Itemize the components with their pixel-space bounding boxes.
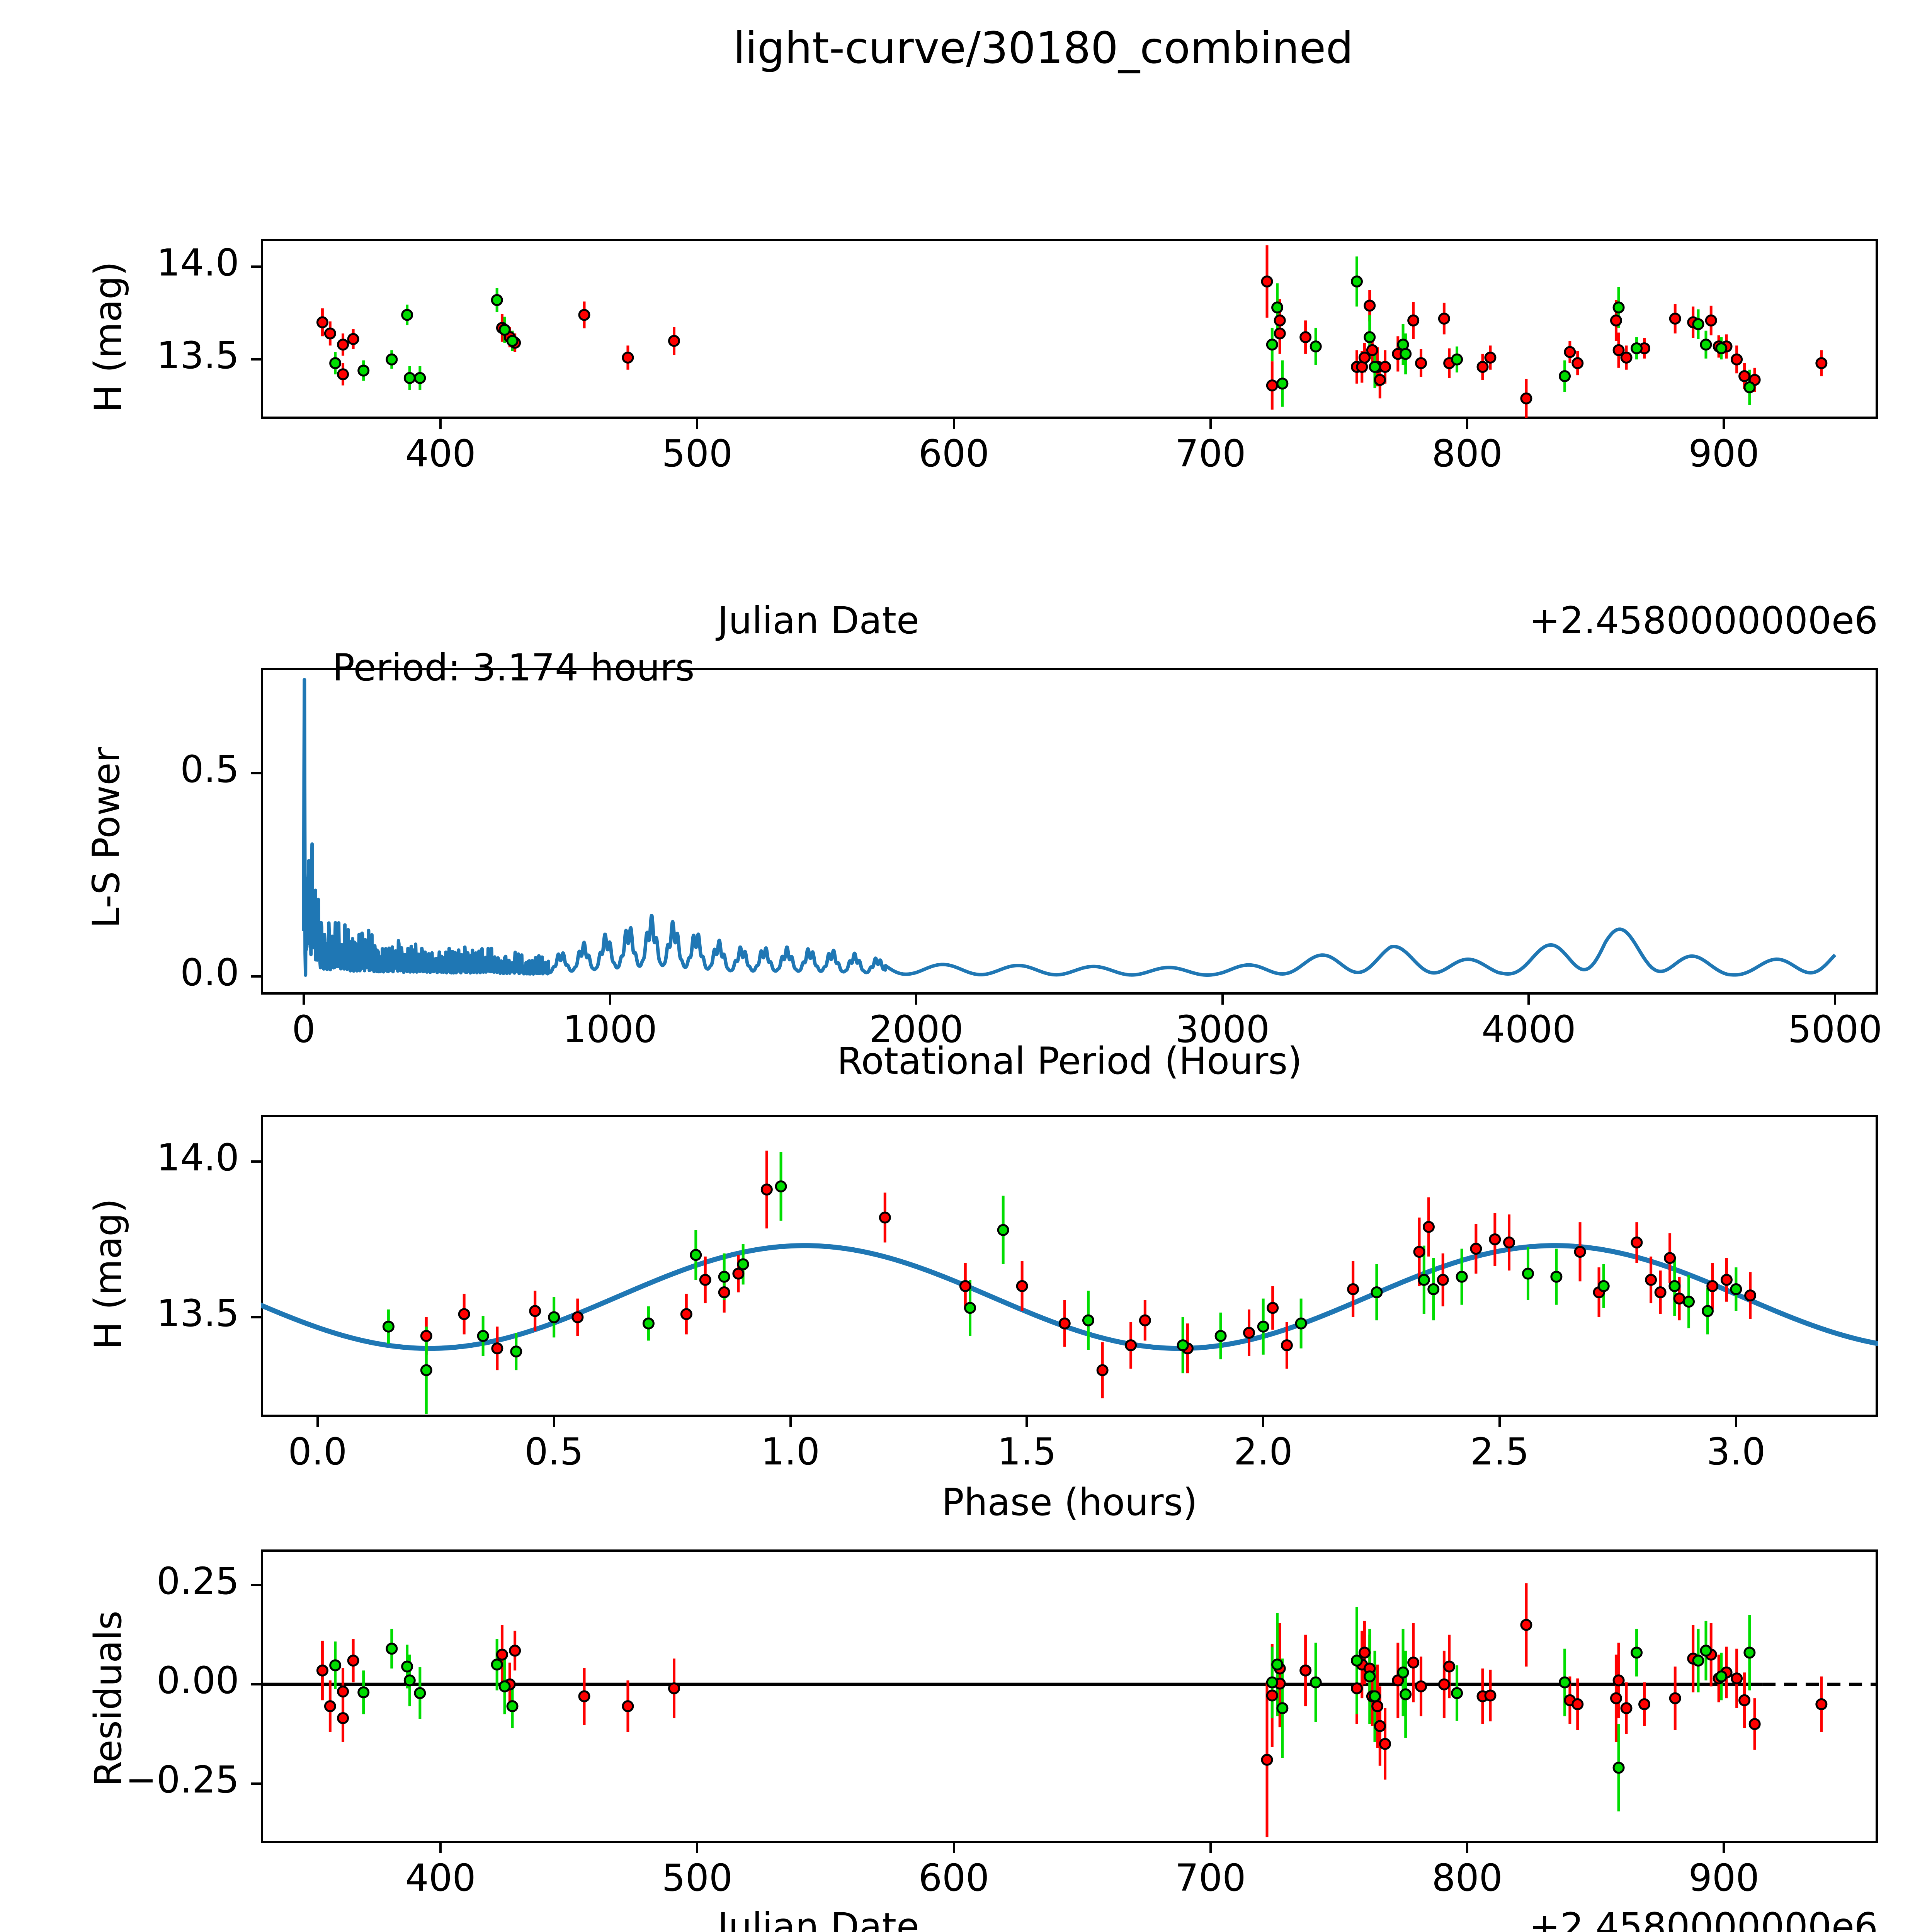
x-tick-mark xyxy=(1026,1417,1028,1427)
x-tick-mark xyxy=(696,1843,699,1853)
plot-area-light-curve xyxy=(316,245,1828,418)
x-tick-label: 3000 xyxy=(1175,1008,1270,1051)
x-tick-mark xyxy=(1723,1843,1725,1853)
panel-periodogram xyxy=(261,668,1878,995)
x-tick-mark xyxy=(1834,995,1837,1005)
x-tick-mark xyxy=(1527,995,1530,1005)
y-tick-mark xyxy=(251,265,261,268)
x-axis-label-phase-folded: Phase (hours) xyxy=(942,1481,1197,1524)
y-tick-mark xyxy=(251,975,261,978)
x-tick-label: 1000 xyxy=(563,1008,657,1051)
y-tick-mark xyxy=(251,358,261,361)
plot-area-periodogram xyxy=(302,678,1837,977)
plot-area-residuals xyxy=(261,1583,1878,1837)
x-tick-mark xyxy=(1735,1417,1737,1427)
x-tick-mark xyxy=(915,995,918,1005)
x-tick-label: 900 xyxy=(1688,432,1760,475)
x-tick-label: 4000 xyxy=(1481,1008,1576,1051)
x-tick-mark xyxy=(609,995,611,1005)
x-tick-label: 2.0 xyxy=(1233,1430,1293,1473)
x-tick-label: 1.0 xyxy=(761,1430,820,1473)
x-tick-label: 800 xyxy=(1432,1856,1503,1900)
panel-light-curve xyxy=(261,239,1878,419)
y-tick-label: 14.0 xyxy=(156,241,239,285)
y-tick-label: −0.25 xyxy=(125,1758,239,1801)
x-tick-label: 2000 xyxy=(869,1008,964,1051)
x-tick-label: 500 xyxy=(662,432,733,475)
x-tick-mark xyxy=(1723,419,1725,429)
x-axis-label-periodogram: Rotational Period (Hours) xyxy=(837,1039,1302,1083)
x-tick-mark xyxy=(316,1417,319,1427)
x-tick-label: 0 xyxy=(292,1008,316,1051)
x-tick-mark xyxy=(696,419,699,429)
x-axis-label-residuals: Julian Date xyxy=(717,1905,920,1932)
x-tick-mark xyxy=(1209,1843,1212,1853)
x-tick-mark xyxy=(1466,419,1469,429)
x-tick-mark xyxy=(439,419,442,429)
x-tick-mark xyxy=(952,1843,955,1853)
x-tick-label: 400 xyxy=(405,1856,476,1900)
x-tick-mark xyxy=(1262,1417,1265,1427)
x-tick-mark xyxy=(952,419,955,429)
x-tick-mark xyxy=(1221,995,1224,1005)
x-tick-label: 400 xyxy=(405,432,476,475)
x-tick-label: 0.0 xyxy=(288,1430,347,1473)
x-tick-label: 1.5 xyxy=(997,1430,1056,1473)
y-tick-label: 0.0 xyxy=(180,951,239,994)
y-tick-label: 13.5 xyxy=(156,334,239,378)
x-tick-mark xyxy=(553,1417,555,1427)
panel-phase-folded xyxy=(261,1115,1878,1417)
x-tick-mark xyxy=(439,1843,442,1853)
x-tick-label: 900 xyxy=(1688,1856,1760,1900)
y-axis-label-phase-folded: H (mag) xyxy=(87,1198,130,1350)
x-tick-label: 700 xyxy=(1175,1856,1246,1900)
y-tick-mark xyxy=(251,1782,261,1785)
y-tick-label: 14.0 xyxy=(156,1136,239,1179)
x-tick-label: 500 xyxy=(662,1856,733,1900)
x-axis-offset-residuals: +2.4580000000e6 xyxy=(1529,1905,1878,1932)
y-tick-mark xyxy=(251,1683,261,1686)
panel-residuals xyxy=(261,1549,1878,1843)
x-tick-label: 600 xyxy=(918,432,990,475)
x-tick-label: 800 xyxy=(1432,432,1503,475)
x-tick-mark xyxy=(1209,419,1212,429)
x-tick-label: 3.0 xyxy=(1706,1430,1766,1473)
axes-frame-residuals xyxy=(261,1549,1878,1843)
x-tick-mark xyxy=(302,995,305,1005)
y-tick-mark xyxy=(251,1160,261,1163)
y-tick-label: 0.00 xyxy=(156,1659,239,1702)
x-tick-label: 0.5 xyxy=(524,1430,583,1473)
y-tick-mark xyxy=(251,1316,261,1319)
period-annotation: Period: 3.174 hours xyxy=(332,646,695,689)
y-axis-label-periodogram: L-S Power xyxy=(85,747,128,929)
plot-area-phase-folded xyxy=(261,1150,1878,1414)
y-tick-label: 0.5 xyxy=(180,748,239,791)
x-tick-label: 2.5 xyxy=(1470,1430,1529,1473)
x-tick-label: 600 xyxy=(918,1856,990,1900)
x-tick-label: 700 xyxy=(1175,432,1246,475)
y-tick-mark xyxy=(251,1584,261,1587)
axes-frame-light-curve xyxy=(261,239,1878,419)
axes-frame-phase-folded xyxy=(261,1115,1878,1417)
x-axis-label-light-curve: Julian Date xyxy=(717,599,920,642)
x-axis-offset-light-curve: +2.4580000000e6 xyxy=(1529,599,1878,642)
y-tick-label: 13.5 xyxy=(156,1292,239,1335)
x-tick-mark xyxy=(1498,1417,1501,1427)
x-tick-label: 5000 xyxy=(1787,1008,1883,1051)
y-tick-mark xyxy=(251,772,261,775)
x-tick-mark xyxy=(1466,1843,1469,1853)
x-tick-mark xyxy=(789,1417,792,1427)
y-tick-label: 0.25 xyxy=(156,1560,239,1603)
figure-title: light-curve/30180_combined xyxy=(733,23,1354,73)
